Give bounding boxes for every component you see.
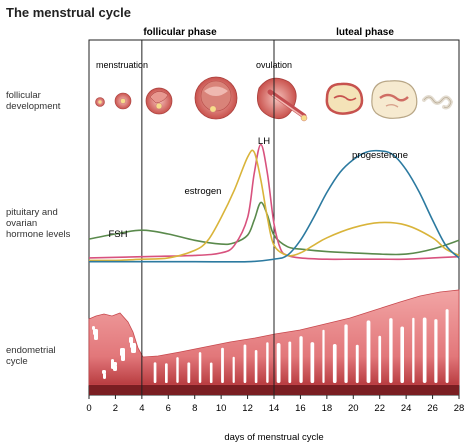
follicle-secondary xyxy=(145,87,173,115)
uterine-gland xyxy=(153,362,157,383)
shedding-fragment xyxy=(92,326,95,330)
x-tick-label: 6 xyxy=(166,403,171,414)
follicle-stages xyxy=(95,76,454,122)
uterine-gland xyxy=(176,357,179,383)
uterine-gland xyxy=(232,356,235,383)
x-tick-label: 4 xyxy=(139,403,144,414)
uterine-gland xyxy=(378,335,382,383)
shedding-fragment xyxy=(112,362,117,366)
series-label-estrogen: estrogen xyxy=(185,186,222,197)
x-axis: 0 2 4 6 8 10 12 14 16 18 20 22 24 26 28 xyxy=(86,395,464,414)
x-tick-label: 18 xyxy=(322,403,333,414)
uterine-gland xyxy=(412,317,415,383)
series-line-fsh xyxy=(88,201,460,256)
series-line-lh xyxy=(88,143,460,261)
uterine-gland xyxy=(276,343,281,383)
series-label-fsh: FSH xyxy=(109,229,128,240)
shedding-fragment xyxy=(131,343,136,353)
row-label-line: endometrial xyxy=(6,345,56,356)
x-tick-label: 24 xyxy=(401,403,412,414)
uterine-glands xyxy=(92,309,449,383)
series-line-progesterone xyxy=(88,149,460,263)
page-title: The menstrual cycle xyxy=(6,5,131,20)
uterine-gland xyxy=(165,363,168,383)
uterine-gland xyxy=(366,320,371,383)
uterine-gland xyxy=(344,324,348,383)
corpus-luteum-mature xyxy=(371,80,418,119)
uterine-gland xyxy=(187,362,191,383)
uterine-gland xyxy=(389,318,393,383)
uterine-gland xyxy=(355,344,359,383)
shedding-fragment xyxy=(94,332,98,340)
uterine-gland xyxy=(322,329,325,383)
follicle-tertiary xyxy=(194,76,238,120)
row-label-follicular-development: follicular development xyxy=(6,90,60,112)
row-label-endometrial-cycle: endometrial cycle xyxy=(6,345,56,367)
uterine-gland xyxy=(209,362,213,383)
x-tick-label: 14 xyxy=(269,403,280,414)
row-label-line: ovarian xyxy=(6,218,38,229)
uterine-gland xyxy=(400,326,404,383)
series-label-lh: LH xyxy=(258,136,270,147)
uterine-gland xyxy=(288,341,292,383)
x-tick-label: 26 xyxy=(427,403,438,414)
x-tick-label: 12 xyxy=(242,403,253,414)
uterine-gland xyxy=(422,317,427,383)
series-line-estrogen xyxy=(88,149,460,262)
uterine-gland xyxy=(310,342,315,383)
uterine-gland xyxy=(266,342,269,383)
follicle-primary xyxy=(114,92,132,110)
x-tick-label: 16 xyxy=(295,403,306,414)
uterine-gland xyxy=(299,336,303,383)
follicle-primordial xyxy=(95,97,105,107)
x-tick-label: 10 xyxy=(216,403,227,414)
hormone-plot xyxy=(88,143,460,263)
shedding-fragment xyxy=(102,370,106,374)
shedding-fragment xyxy=(113,365,117,371)
uterine-gland xyxy=(332,344,337,383)
luteal-phase-label: luteal phase xyxy=(336,27,394,38)
shedding-fragment xyxy=(103,373,106,379)
follicular-phase-label: follicular phase xyxy=(143,27,217,38)
row-label-line: development xyxy=(6,101,61,112)
x-tick-label: 2 xyxy=(113,403,118,414)
x-tick-label: 28 xyxy=(454,403,465,414)
shedding-fragment xyxy=(122,354,125,358)
uterine-gland xyxy=(434,319,438,383)
uterine-gland xyxy=(221,347,224,383)
row-label-line: cycle xyxy=(6,356,28,367)
corpus-luteum-early xyxy=(325,82,364,115)
x-tick-label: 22 xyxy=(374,403,385,414)
uterine-gland xyxy=(243,344,247,383)
row-label-hormone-levels: pituitary and ovarian hormone levels xyxy=(6,207,70,240)
uterine-gland xyxy=(445,309,449,383)
uterine-gland xyxy=(254,350,258,383)
corpus-albicans xyxy=(422,95,454,110)
menstruation-label: menstruation xyxy=(96,60,148,70)
row-label-line: follicular xyxy=(6,90,41,101)
x-tick-label: 0 xyxy=(86,403,91,414)
row-label-line: pituitary and xyxy=(6,207,58,218)
row-label-line: hormone levels xyxy=(6,229,71,240)
x-tick-label: 20 xyxy=(348,403,359,414)
x-axis-label: days of menstrual cycle xyxy=(224,432,323,443)
series-label-progesterone: progesterone xyxy=(352,150,408,161)
follicle-ovulating xyxy=(256,77,308,122)
x-tick-label: 8 xyxy=(192,403,197,414)
uterine-gland xyxy=(198,352,202,383)
